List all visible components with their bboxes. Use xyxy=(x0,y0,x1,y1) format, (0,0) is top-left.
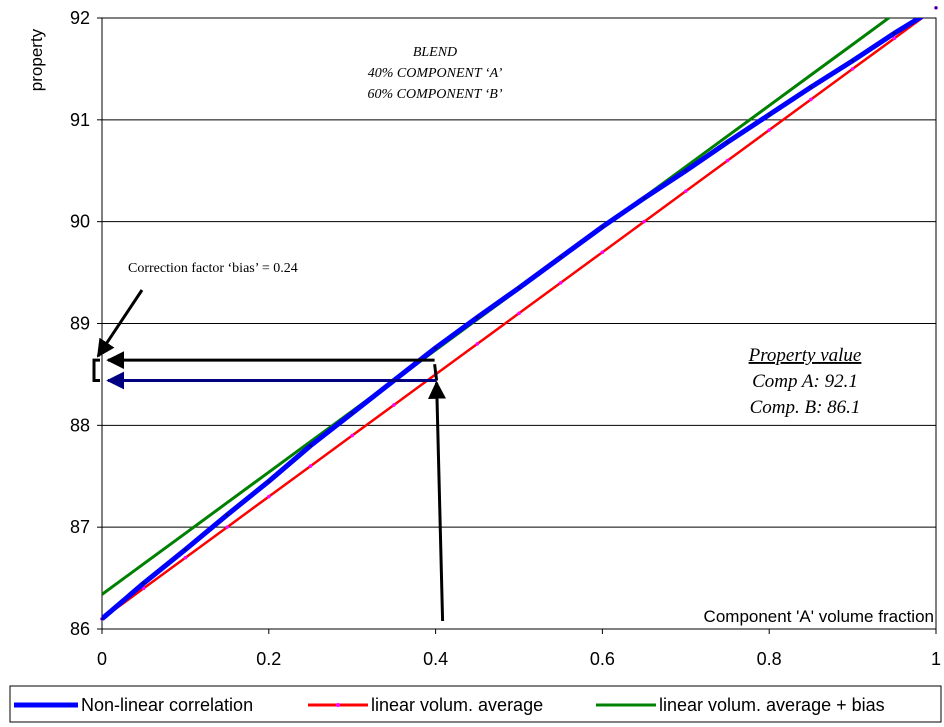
series-point-0 xyxy=(851,59,854,63)
y-tick-label: 90 xyxy=(70,212,90,232)
bias-bracket xyxy=(92,358,100,383)
legend-label-bias: linear volum. average + bias xyxy=(659,695,885,715)
y-tick-label: 89 xyxy=(70,314,90,334)
series-point-0 xyxy=(642,196,646,200)
y-tick-label: 91 xyxy=(70,110,90,130)
y-tick-label: 92 xyxy=(70,8,90,28)
x-tick-label: 0.8 xyxy=(757,649,782,669)
series-point-0 xyxy=(559,255,563,259)
series-point-0 xyxy=(934,6,938,10)
series-point-0 xyxy=(892,31,896,35)
series-point-1 xyxy=(892,36,897,41)
series-point-0 xyxy=(726,140,729,144)
correction-label: Correction factor ‘bias’ = 0.24 xyxy=(128,261,298,276)
series-point-1 xyxy=(642,219,646,224)
series-point-1 xyxy=(225,525,229,529)
series-point-1 xyxy=(517,311,521,316)
legend-label-nonlinear: Non-linear correlation xyxy=(81,695,253,715)
series-point-1 xyxy=(350,433,355,438)
series-point-0 xyxy=(767,113,771,117)
series-point-1 xyxy=(600,250,605,255)
comp-a-value: Comp A: 92.1 xyxy=(752,371,858,392)
x-tick-label: 0.6 xyxy=(590,649,615,669)
series-point-1 xyxy=(558,280,563,285)
series-point-1 xyxy=(767,128,771,132)
legend-box xyxy=(9,685,942,723)
series-point-0 xyxy=(267,479,271,483)
series-point-0 xyxy=(309,444,312,448)
legend: Non-linear correlation linear volum. ave… xyxy=(9,685,942,723)
property-value-title: Property value xyxy=(748,345,862,366)
series-point-1 xyxy=(850,67,855,71)
legend-label-linear: linear volum. average xyxy=(371,695,543,715)
x-tick-label: 1 xyxy=(931,649,941,669)
series-point-1 xyxy=(267,494,271,499)
series-point-1 xyxy=(308,464,313,468)
blend-line-1: BLEND xyxy=(413,45,457,60)
series-point-0 xyxy=(184,548,187,551)
y-tick-label: 87 xyxy=(70,517,90,537)
comp-b-value: Comp. B: 86.1 xyxy=(750,397,861,418)
series-layer xyxy=(100,6,938,621)
arrow-layer xyxy=(92,289,447,622)
x-axis-label: Component 'A' volume fraction xyxy=(704,607,934,626)
series-point-0 xyxy=(684,169,688,173)
x-tick-label: 0 xyxy=(97,649,107,669)
series-point-0 xyxy=(475,315,479,319)
y-tick-label: 88 xyxy=(70,415,90,435)
y-axis-label: property xyxy=(27,28,46,91)
y-tick-label: 86 xyxy=(70,619,90,639)
series-point-0 xyxy=(350,411,354,415)
series-point-0 xyxy=(601,225,604,229)
series-point-1 xyxy=(183,555,188,560)
series-point-1 xyxy=(141,586,146,591)
legend-item-bias: linear volum. average + bias xyxy=(596,695,885,715)
series-point-0 xyxy=(434,346,437,350)
series-point-1 xyxy=(392,403,396,407)
legend-marker-linear xyxy=(336,703,340,707)
series-point-1 xyxy=(475,342,480,346)
series-point-1 xyxy=(725,158,730,163)
grid-layer xyxy=(102,17,936,630)
series-point-0 xyxy=(517,286,521,290)
series-point-0 xyxy=(100,617,104,621)
series-point-1 xyxy=(684,189,688,193)
vertical-arrow-upper xyxy=(433,363,439,381)
correction-pointer-arrow xyxy=(96,289,144,358)
x-tick-label: 0.4 xyxy=(423,649,448,669)
vertical-arrow-lower xyxy=(428,380,447,622)
series-point-0 xyxy=(809,85,813,89)
blend-line-2: 40% COMPONENT ‘A’ xyxy=(368,66,503,81)
series-point-1 xyxy=(809,97,813,102)
blend-line-3: 60% COMPONENT ‘B’ xyxy=(367,87,502,102)
series-point-0 xyxy=(142,581,146,585)
series-point-0 xyxy=(225,513,229,517)
legend-item-nonlinear: Non-linear correlation xyxy=(14,695,253,715)
legend-item-linear: linear volum. average xyxy=(308,695,543,715)
x-tick-label: 0.2 xyxy=(256,649,281,669)
tick-layer: 86 87 88 89 90 91 92 0 0.2 0.4 0.6 0.8 1 xyxy=(70,8,941,669)
